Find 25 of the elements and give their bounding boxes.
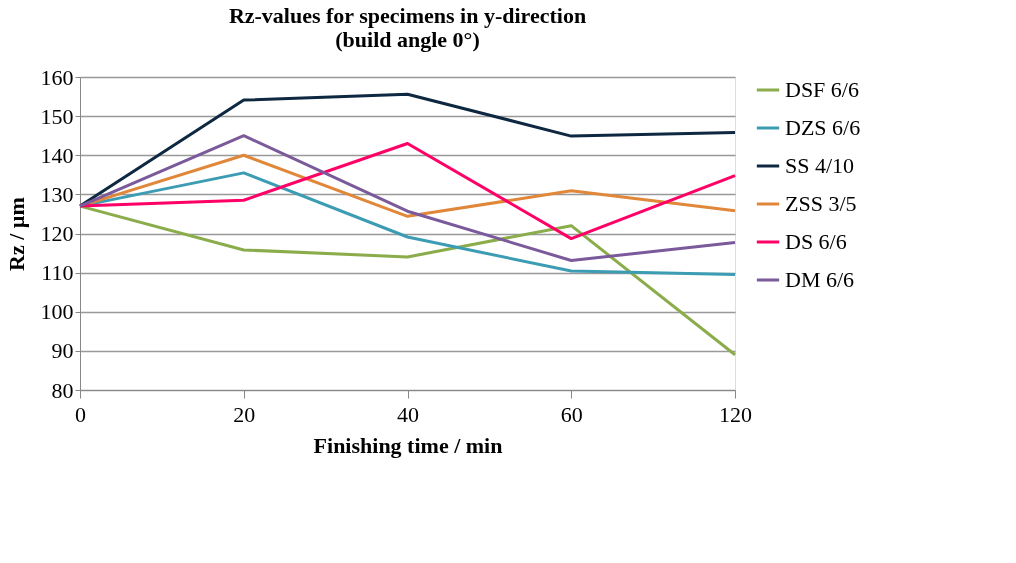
legend-label: DM 6/6 — [785, 267, 855, 292]
y-tick-label: 90 — [51, 338, 74, 364]
x-tick-label: 20 — [233, 401, 256, 427]
x-axis-title: Finishing time / min — [313, 432, 503, 458]
legend-label: DZS 6/6 — [785, 115, 861, 140]
y-tick-label: 80 — [51, 377, 74, 403]
legend-label: DS 6/6 — [785, 229, 847, 254]
x-tick-label: 40 — [397, 401, 419, 427]
line-series — [78, 134, 737, 262]
legend-label: SS 4/10 — [785, 153, 855, 178]
legend-label: DSF 6/6 — [785, 77, 859, 102]
y-tick-label: 120 — [40, 221, 74, 246]
y-tick-label: 140 — [40, 142, 74, 168]
y-tick-label: 150 — [40, 103, 74, 129]
y-tick-label: 130 — [40, 181, 74, 207]
line-series — [78, 142, 737, 241]
chart-title: Rz-values for specimens in y-direction (build angle 0°) — [228, 3, 587, 52]
legend-label: ZSS 3/5 — [785, 191, 857, 216]
x-tick-label: 120 — [719, 401, 752, 427]
y-tick-label: 100 — [40, 299, 74, 325]
y-tick-label: 160 — [40, 64, 74, 90]
x-tick-label: 60 — [560, 401, 583, 427]
y-tick-label: 110 — [41, 260, 74, 286]
x-tick-label: 0 — [75, 401, 86, 427]
y-axis-title: Rz / µm — [3, 197, 29, 271]
